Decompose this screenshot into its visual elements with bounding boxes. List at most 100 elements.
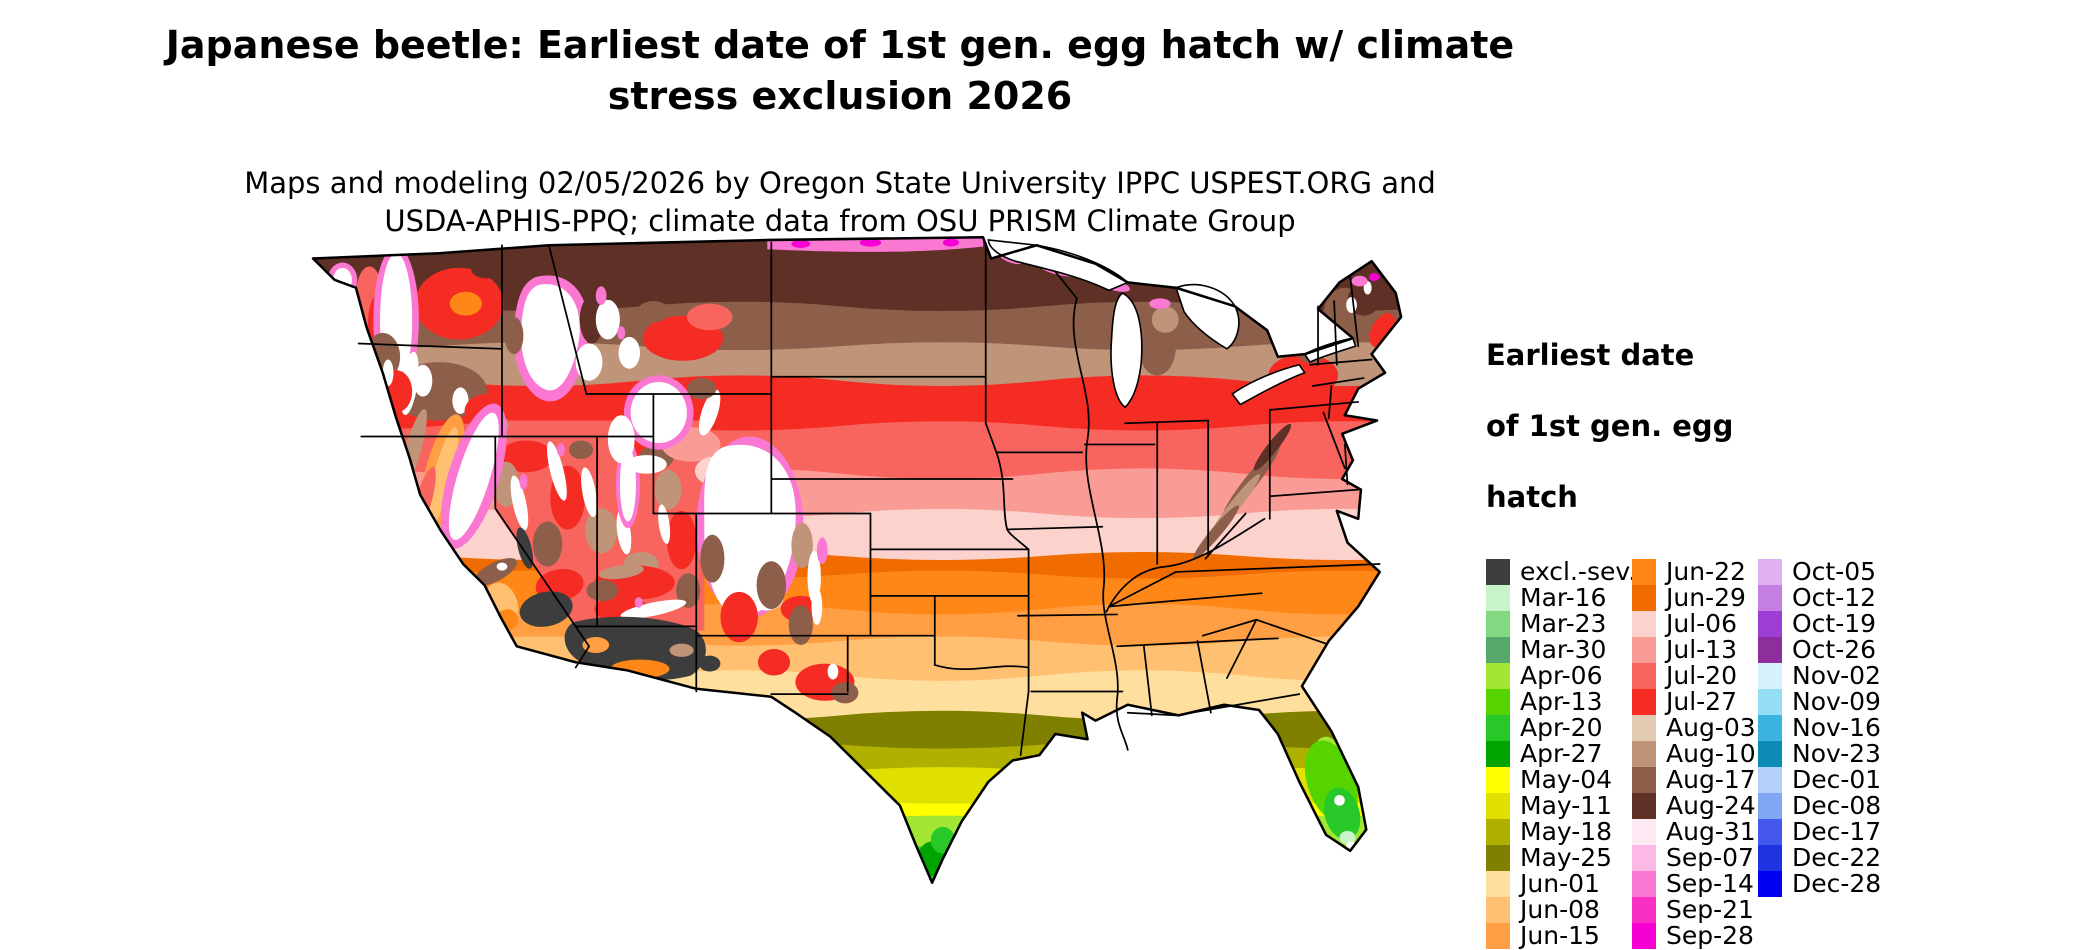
legend-entry: Oct-12	[1758, 584, 1908, 611]
legend-swatch	[1632, 740, 1656, 767]
legend-label: Sep-07	[1666, 842, 1754, 872]
legend-swatch	[1632, 610, 1656, 637]
legend-entry: Nov-09	[1758, 686, 1908, 716]
legend-swatch	[1758, 740, 1782, 767]
legend-title-line2: of 1st gen. egg	[1486, 409, 1734, 444]
legend-title-line3: hatch	[1486, 479, 1578, 514]
legend-entry: Mar-16	[1486, 582, 1632, 612]
legend-swatch	[1758, 870, 1782, 897]
legend-label: Apr-20	[1520, 712, 1603, 742]
legend-label: Aug-10	[1666, 738, 1756, 768]
legend-title: Earliest date of 1st gen. egg hatch	[1486, 303, 2086, 551]
legend-swatch	[1758, 714, 1782, 741]
legend-swatch	[1632, 662, 1656, 689]
legend-entry: Sep-21	[1632, 896, 1758, 923]
legend-entry: Sep-07	[1632, 842, 1758, 872]
legend-entry: Mar-23	[1486, 610, 1632, 637]
legend-label: Jul-06	[1666, 608, 1737, 638]
legend-swatch	[1758, 636, 1782, 663]
legend-label: Mar-16	[1520, 582, 1607, 612]
legend-column-3: Oct-05 Oct-12 Oct-19 Oct-26 Nov-02 Nov-09 Nov-…	[1758, 558, 1908, 897]
legend-label: Jun-15	[1520, 920, 1600, 950]
legend-label: Nov-02	[1792, 660, 1881, 690]
legend-swatch	[1486, 662, 1510, 689]
legend-entry: Aug-17	[1632, 766, 1758, 793]
legend-swatch	[1758, 792, 1782, 819]
legend-label: Aug-24	[1666, 790, 1756, 820]
legend-swatch	[1758, 688, 1782, 715]
page-title-line1: Japanese beetle: Earliest date of 1st ge…	[165, 23, 1515, 67]
legend-label: Nov-23	[1792, 738, 1881, 768]
legend-entry: excl.-sev.	[1486, 558, 1636, 585]
legend-swatch	[1632, 844, 1656, 871]
legend-label: Aug-03	[1666, 712, 1756, 742]
legend-entry: May-18	[1486, 816, 1632, 846]
legend-entry: May-04	[1486, 764, 1632, 794]
legend-swatch	[1486, 714, 1510, 741]
legend-label: May-11	[1520, 790, 1613, 820]
legend-swatch	[1758, 584, 1782, 611]
legend-entry: Aug-03	[1632, 712, 1758, 742]
legend-swatch	[1632, 766, 1656, 793]
legend-swatch	[1486, 818, 1510, 845]
legend-entry: Nov-02	[1758, 660, 1908, 690]
legend-swatch	[1486, 870, 1510, 897]
legend-entry: Jul-13	[1632, 636, 1758, 663]
legend-entry: Jun-01	[1486, 870, 1632, 897]
legend-swatch	[1632, 870, 1656, 897]
great-lakes	[987, 239, 1357, 409]
legend-swatch	[1632, 688, 1656, 715]
legend-label: May-04	[1520, 764, 1613, 794]
legend-swatch	[1632, 558, 1656, 585]
legend-entry: May-11	[1486, 790, 1632, 820]
legend-entry: Apr-13	[1486, 686, 1632, 716]
us-outline	[311, 236, 1403, 884]
legend-entry: Aug-10	[1632, 738, 1758, 768]
us-map-svg	[311, 236, 1403, 884]
legend-swatch	[1486, 558, 1510, 585]
legend-label: Nov-09	[1792, 686, 1881, 716]
legend-entry: Aug-31	[1632, 818, 1758, 845]
legend-swatch	[1486, 844, 1510, 871]
legend-entry: Dec-01	[1758, 766, 1908, 793]
legend-swatch	[1758, 844, 1782, 871]
legend-label: Sep-14	[1666, 868, 1754, 898]
legend: Earliest date of 1st gen. egg hatch excl…	[1486, 303, 2086, 949]
legend-label: Dec-17	[1792, 816, 1882, 846]
legend-swatch	[1632, 922, 1656, 949]
legend-swatch	[1758, 558, 1782, 585]
state-borders	[357, 241, 1381, 757]
legend-label: Jun-22	[1666, 556, 1746, 586]
legend-swatch	[1632, 792, 1656, 819]
legend-entry: Oct-19	[1758, 610, 1908, 637]
page-title: Japanese beetle: Earliest date of 1st ge…	[140, 20, 1540, 123]
legend-swatch	[1632, 714, 1656, 741]
legend-label: Dec-22	[1792, 842, 1882, 872]
legend-label: May-18	[1520, 816, 1613, 846]
legend-entry: Jul-20	[1632, 660, 1758, 690]
legend-swatch	[1486, 636, 1510, 663]
legend-swatch	[1486, 766, 1510, 793]
legend-entry: Sep-28	[1632, 922, 1758, 949]
legend-entry: Apr-27	[1486, 740, 1632, 767]
legend-swatch	[1758, 662, 1782, 689]
legend-label: Apr-13	[1520, 686, 1603, 716]
legend-entry: Jul-06	[1632, 608, 1758, 638]
page-subtitle: Maps and modeling 02/05/2026 by Oregon S…	[140, 165, 1540, 240]
legend-swatch	[1486, 792, 1510, 819]
legend-entry: Sep-14	[1632, 868, 1758, 898]
legend-entry: Dec-17	[1758, 816, 1908, 846]
legend-label: Jul-20	[1666, 660, 1737, 690]
legend-column-1: excl.-sev. Mar-16 Mar-23 Mar-30 Apr-06 Apr-13…	[1486, 558, 1636, 950]
legend-label: excl.-sev.	[1520, 556, 1637, 586]
legend-entry: Oct-05	[1758, 558, 1908, 585]
legend-label: Dec-08	[1792, 790, 1882, 820]
legend-entry: Jun-29	[1632, 584, 1758, 611]
page-subtitle-line1: Maps and modeling 02/05/2026 by Oregon S…	[244, 166, 1436, 200]
legend-label: Mar-30	[1520, 634, 1607, 664]
legend-entry: Oct-26	[1758, 636, 1908, 663]
legend-label: Jul-27	[1666, 686, 1737, 716]
legend-label: Nov-16	[1792, 712, 1881, 742]
legend-entry: Dec-08	[1758, 790, 1908, 820]
legend-entry: Nov-23	[1758, 738, 1908, 768]
